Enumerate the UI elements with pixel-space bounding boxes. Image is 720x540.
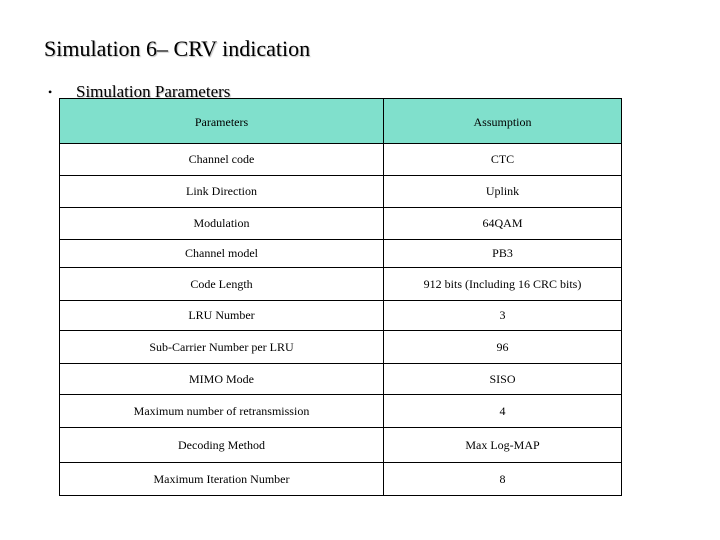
table-row: MIMO Mode SISO xyxy=(59,363,622,395)
table-row: Link Direction Uplink xyxy=(59,175,622,208)
assumption-cell: Uplink xyxy=(383,175,622,208)
table-header-row: Parameters Assumption xyxy=(59,98,622,144)
assumption-cell: PB3 xyxy=(383,239,622,268)
assumption-cell: 64QAM xyxy=(383,207,622,240)
assumption-cell: 3 xyxy=(383,300,622,331)
table-row: Maximum number of retransmission 4 xyxy=(59,394,622,428)
slide-title: Simulation 6– CRV indication xyxy=(44,36,311,61)
header-parameters: Parameters xyxy=(59,98,384,144)
assumption-cell: 912 bits (Including 16 CRC bits) xyxy=(383,267,622,301)
table-row: Sub-Carrier Number per LRU 96 xyxy=(59,330,622,364)
parameter-cell: Maximum Iteration Number xyxy=(59,462,384,496)
table-row: Code Length 912 bits (Including 16 CRC b… xyxy=(59,267,622,301)
assumption-cell: SISO xyxy=(383,363,622,395)
assumption-cell: 4 xyxy=(383,394,622,428)
parameter-cell: Modulation xyxy=(59,207,384,240)
assumption-cell: CTC xyxy=(383,143,622,176)
bullet-icon: • xyxy=(48,84,53,99)
bullet-item: • Simulation Parameters xyxy=(48,82,230,102)
table-row: Decoding Method Max Log-MAP xyxy=(59,427,622,463)
parameter-cell: Sub-Carrier Number per LRU xyxy=(59,330,384,364)
table-row: Channel model PB3 xyxy=(59,239,622,268)
table-row: Modulation 64QAM xyxy=(59,207,622,240)
parameter-cell: Channel code xyxy=(59,143,384,176)
table-row: Maximum Iteration Number 8 xyxy=(59,462,622,496)
assumption-cell: 96 xyxy=(383,330,622,364)
assumption-cell: 8 xyxy=(383,462,622,496)
assumption-cell: Max Log-MAP xyxy=(383,427,622,463)
parameters-table: Parameters Assumption Channel code CTC L… xyxy=(59,98,622,496)
parameter-cell: MIMO Mode xyxy=(59,363,384,395)
parameter-cell: Decoding Method xyxy=(59,427,384,463)
parameter-cell: Channel model xyxy=(59,239,384,268)
bullet-text: Simulation Parameters xyxy=(76,82,231,101)
parameter-cell: Link Direction xyxy=(59,175,384,208)
table-row: Channel code CTC xyxy=(59,143,622,176)
parameter-cell: Maximum number of retransmission xyxy=(59,394,384,428)
parameter-cell: Code Length xyxy=(59,267,384,301)
parameter-cell: LRU Number xyxy=(59,300,384,331)
table-row: LRU Number 3 xyxy=(59,300,622,331)
header-assumption: Assumption xyxy=(383,98,622,144)
